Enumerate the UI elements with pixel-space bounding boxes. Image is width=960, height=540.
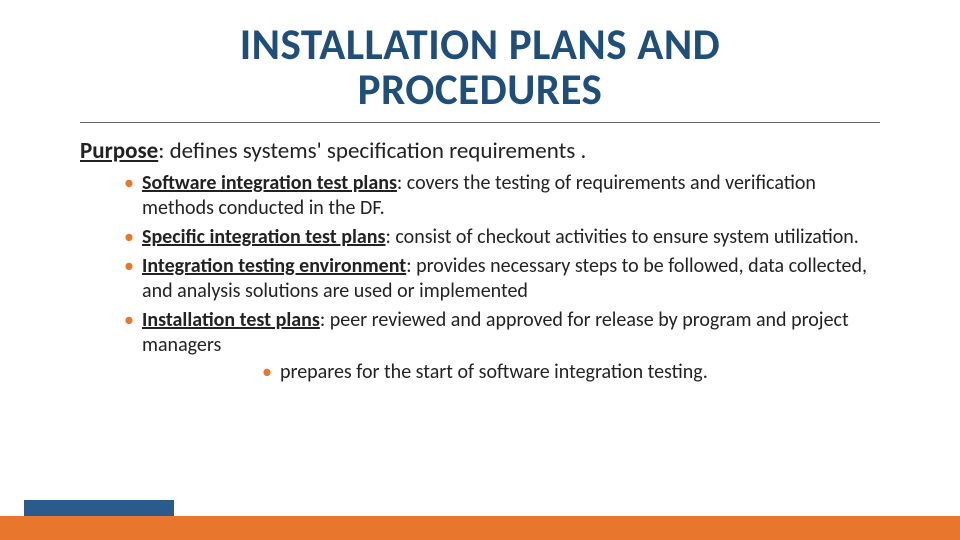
bullet-term: Installation test plans xyxy=(142,308,320,332)
slide-body: Purpose: defines systems' specification … xyxy=(80,137,880,385)
footer-blue-bar xyxy=(24,500,174,516)
list-item: Integration testing environment: provide… xyxy=(124,254,880,304)
title-line-2: PROCEDURES xyxy=(358,63,603,116)
footer-bar xyxy=(0,516,960,540)
bullet-term: Specific integration test plans xyxy=(142,225,385,249)
bullet-term: Software integration test plans xyxy=(142,171,397,195)
bullet-list: Software integration test plans: covers … xyxy=(124,171,880,385)
bullet-term: Integration testing environment xyxy=(142,254,406,278)
sub-list: prepares for the start of software integ… xyxy=(262,360,880,385)
purpose-label: Purpose xyxy=(80,137,158,165)
footer-orange-bar xyxy=(0,516,960,540)
list-item: Installation test plans: peer reviewed a… xyxy=(124,308,880,385)
list-item: Specific integration test plans: consist… xyxy=(124,225,880,250)
purpose-text: : defines systems' specification require… xyxy=(158,137,586,165)
slide-title: INSTALLATION PLANS AND PROCEDURES xyxy=(80,0,880,123)
sub-list-item: prepares for the start of software integ… xyxy=(262,360,880,385)
slide: { "title": { "line1": "INSTALLATION PLAN… xyxy=(0,0,960,540)
bullet-text: : consist of checkout activities to ensu… xyxy=(385,225,858,249)
list-item: Software integration test plans: covers … xyxy=(124,171,880,221)
purpose-line: Purpose: defines systems' specification … xyxy=(80,137,880,165)
sub-bullet-text: prepares for the start of software integ… xyxy=(280,360,708,384)
title-text: INSTALLATION PLANS AND PROCEDURES xyxy=(80,22,880,112)
